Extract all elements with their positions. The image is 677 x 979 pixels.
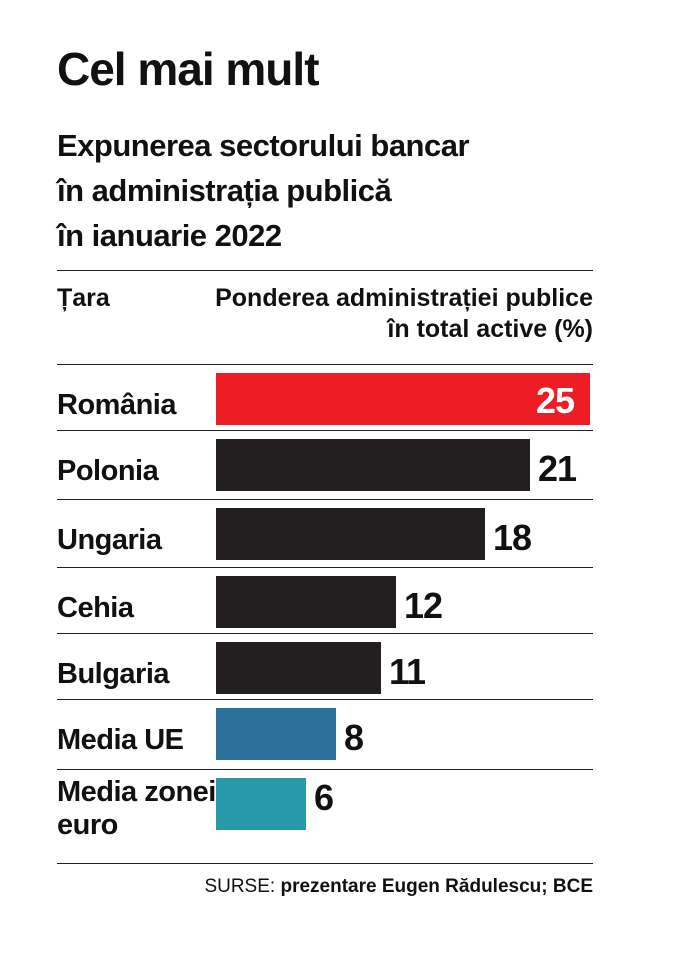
bar [216, 778, 306, 830]
category-label: Bulgaria [57, 658, 170, 690]
category-label: Media UE [57, 724, 184, 756]
category-label: Ungaria [57, 524, 162, 556]
row-divider [57, 499, 593, 500]
value-label: 21 [538, 448, 577, 489]
value-label: 11 [389, 651, 426, 692]
value-label: 18 [493, 517, 532, 558]
chart-title: Cel mai mult [57, 43, 320, 95]
bar [216, 508, 485, 560]
footer-divider [57, 863, 593, 864]
subtitle-line: Expunerea sectorului bancar [57, 128, 470, 163]
row-divider [57, 430, 593, 431]
category-label: Polonia [57, 455, 159, 487]
source-text: prezentare Eugen Rădulescu; BCE [280, 876, 593, 897]
header-bottom-divider [57, 364, 593, 365]
column-header-country: Țara [57, 284, 110, 312]
value-label: 25 [536, 380, 575, 421]
value-label: 6 [314, 777, 334, 818]
column-header-value: Ponderea administrației publice în total… [153, 283, 593, 346]
subtitle-line: în ianuarie 2022 [57, 218, 282, 253]
source-prefix: SURSE: [204, 876, 276, 897]
source-note: SURSE: prezentare Eugen Rădulescu; BCE [204, 876, 593, 899]
bar [216, 708, 336, 760]
category-label: Media zonei euro [57, 776, 216, 842]
header-top-divider [57, 270, 593, 271]
chart-subtitle: Expunerea sectorului bancar în administr… [57, 123, 597, 258]
bar [216, 576, 396, 628]
category-label: România [57, 389, 176, 421]
value-label: 8 [344, 717, 364, 758]
bar [216, 439, 530, 491]
column-header-value-line: Ponderea administrației publice [215, 284, 593, 312]
subtitle-line: în administrația publică [57, 173, 392, 208]
column-header-value-line: în total active (%) [387, 315, 593, 344]
bar [216, 373, 590, 425]
value-label: 12 [404, 585, 443, 626]
category-label: Cehia [57, 592, 134, 624]
row-divider [57, 633, 593, 634]
row-divider [57, 699, 593, 700]
row-divider [57, 769, 593, 770]
row-divider [57, 567, 593, 568]
bar [216, 642, 381, 694]
